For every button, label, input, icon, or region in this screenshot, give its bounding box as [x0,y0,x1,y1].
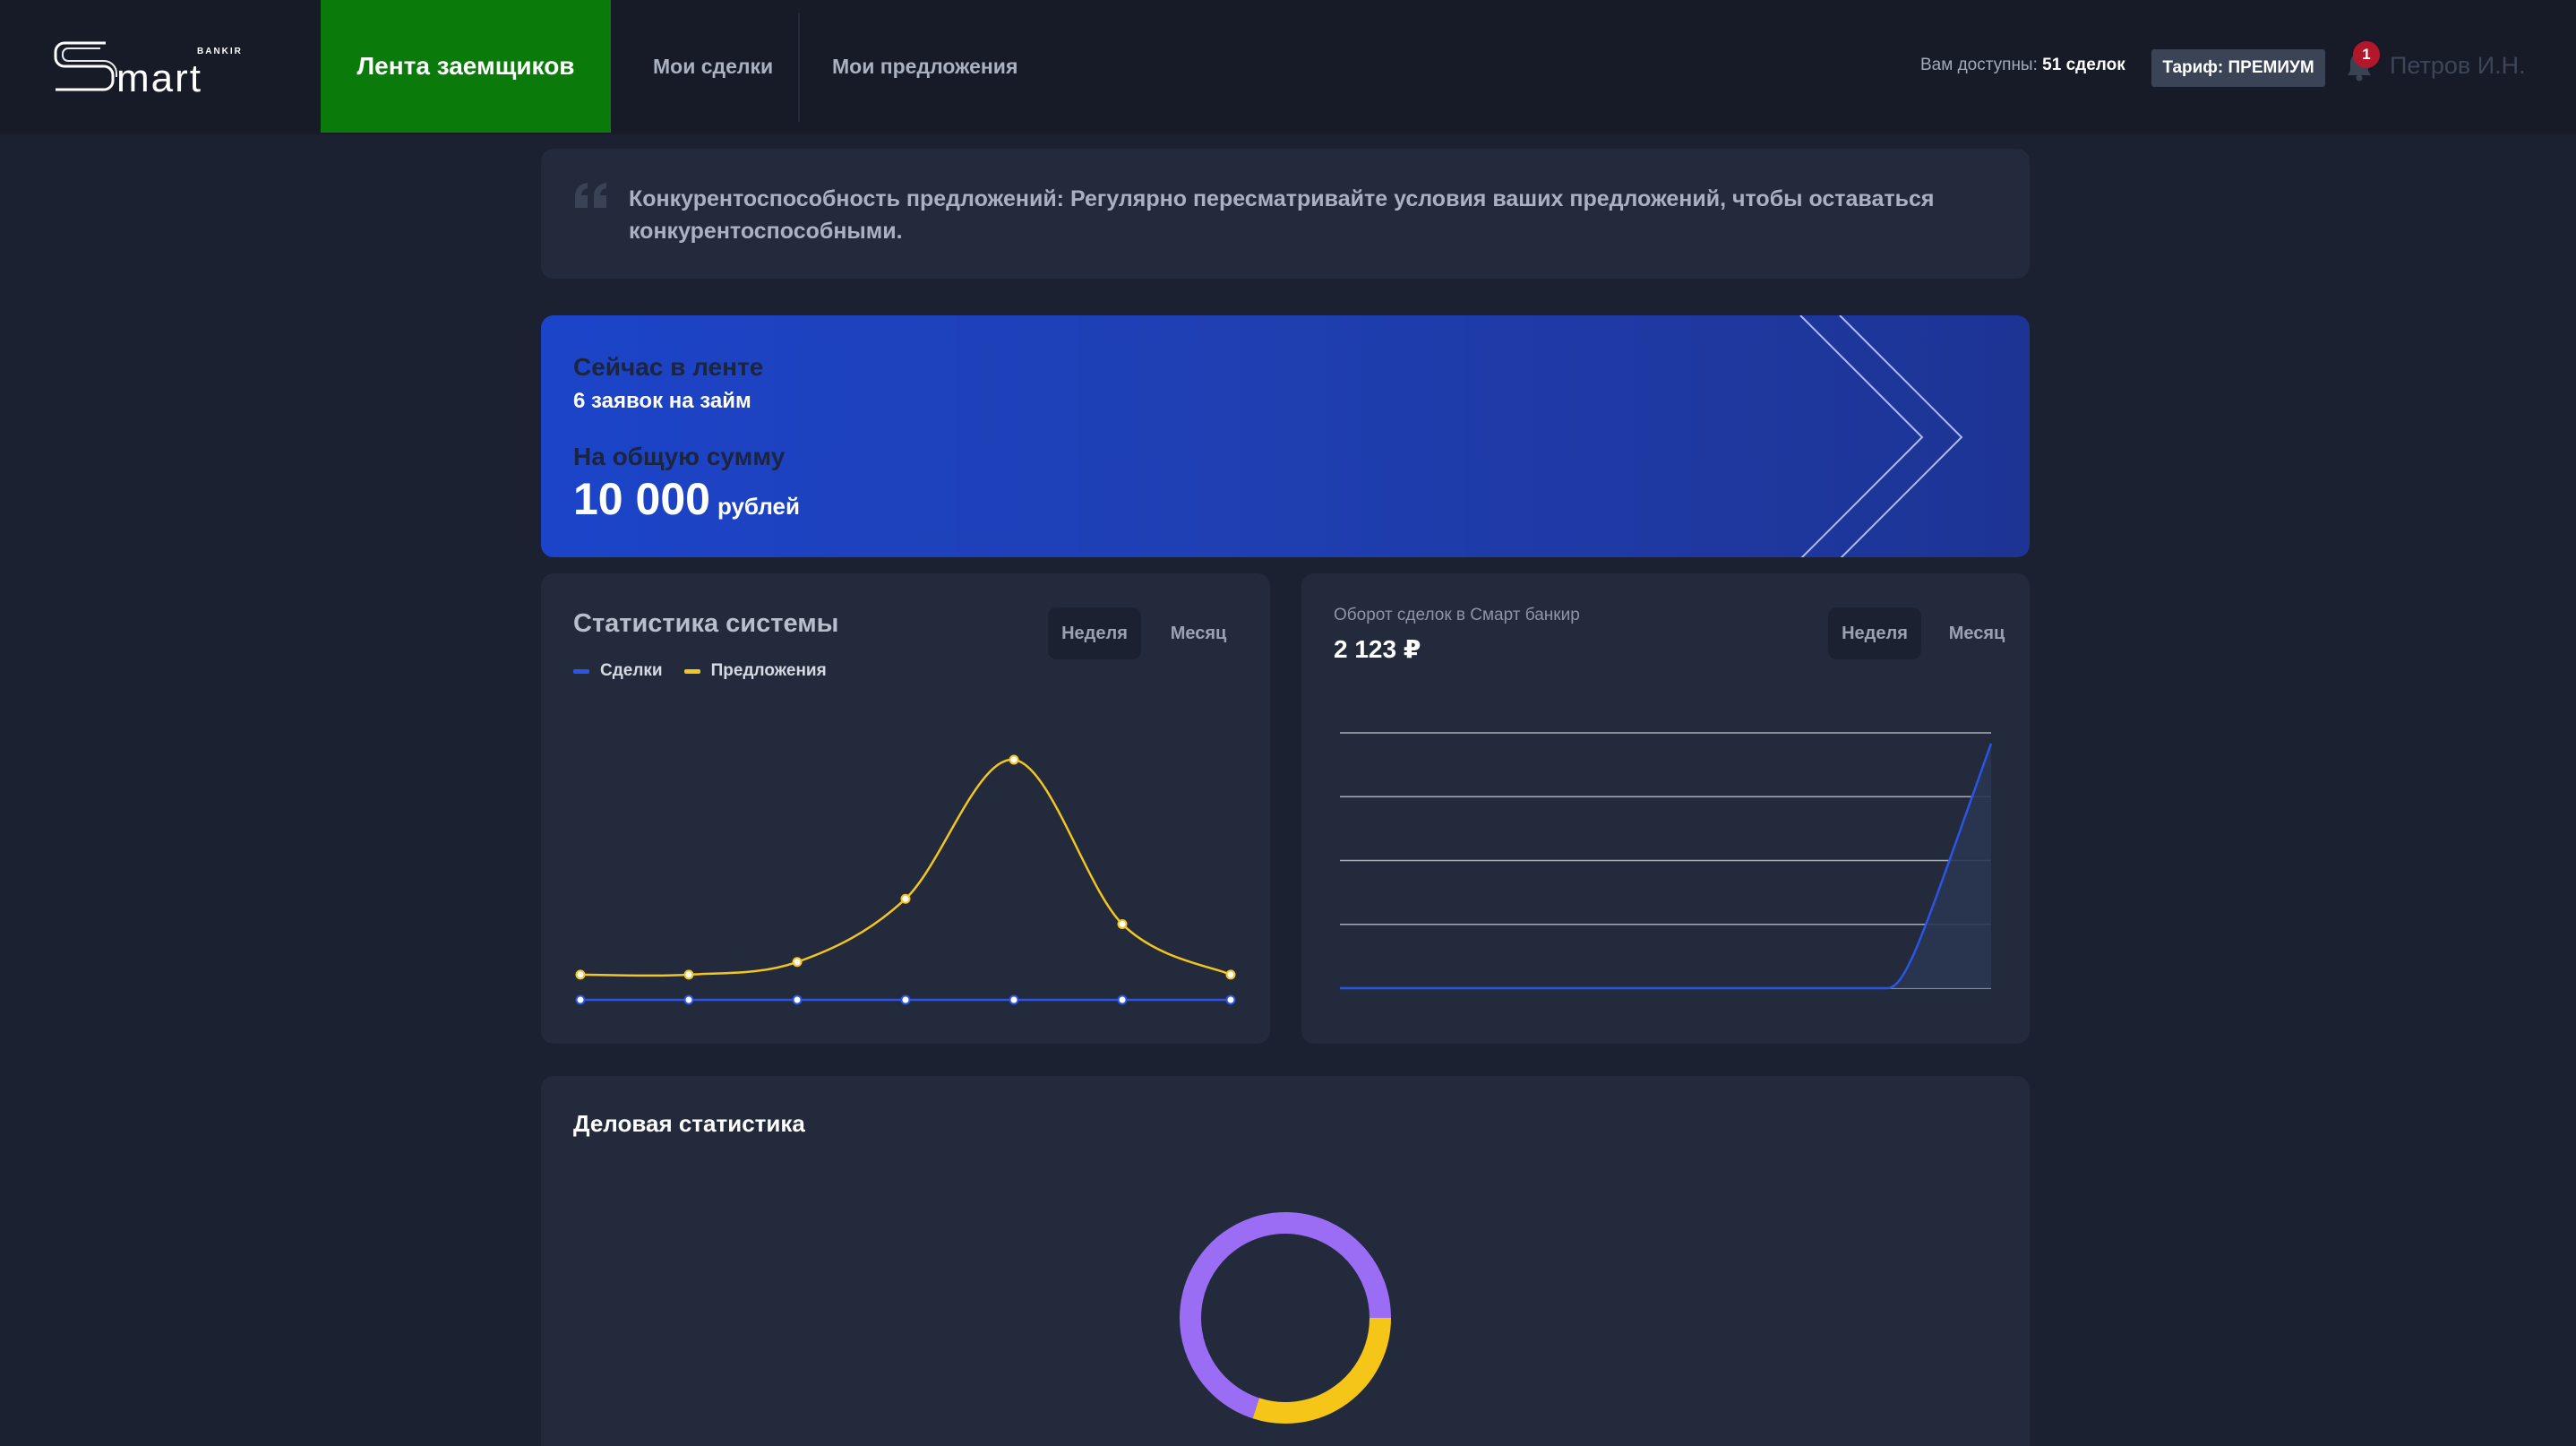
top-navbar: mart BANKIR Лента заемщиков Мои сделки М… [0,0,2576,134]
feed-summary-banner: Сейчас в ленте 6 заявок на займ На общую… [541,315,2030,557]
turnover-card: Оборот сделок в Смарт банкир 2 123 ₽ Нед… [1301,573,2030,1044]
stats-period-week-button[interactable]: Неделя [1048,607,1141,659]
turnover-area-chart [1340,732,1993,990]
donut-slice-yellow [1252,1317,1391,1424]
business-stats-card: Деловая статистика [541,1076,2030,1446]
turnover-line [1340,743,1993,990]
amount-value: 10 000 [573,474,710,524]
user-name-text: Петров И.Н. [2390,52,2526,79]
data-point-offers-5 [1117,918,1128,929]
now-in-feed-label: Сейчас в ленте [573,353,764,381]
notification-count: 1 [2362,46,2371,63]
tariff-label: Тариф: ПРЕМИУМ [2162,58,2314,77]
turnover-label: Оборот сделок в Смарт банкир [1334,606,1580,624]
stats-period-month-button[interactable]: Месяц [1155,607,1241,659]
nav-tab-my-deals[interactable]: Мои сделки [653,0,773,133]
nav-tab-label: Мои предложения [832,54,1018,78]
stats-legend: Сделки Предложения [573,661,848,681]
system-stats-card: Статистика системы Неделя Месяц Сделки П… [541,573,1270,1044]
data-point-deals-5 [1117,994,1128,1005]
tip-text: Конкурентоспособность предложений: Регул… [629,186,1935,244]
nav-tab-label: Мои сделки [653,54,774,78]
system-stats-title: Статистика системы [573,609,839,638]
donut-slice-purple [1180,1212,1391,1419]
data-point-offers-2 [792,957,803,968]
data-point-deals-3 [900,994,911,1005]
nav-tab-my-offers[interactable]: Мои предложения [832,0,1018,133]
period-label: Месяц [1948,623,2005,643]
period-label: Неделя [1061,623,1128,643]
legend-label: Предложения [710,661,827,680]
business-stats-title: Деловая статистика [573,1110,805,1137]
legend-swatch-deals [573,668,589,674]
turnover-area-fill [1340,744,1991,988]
data-point-offers-3 [900,893,911,904]
total-amount: 10 000 рублей [573,473,800,525]
tip-card: Конкурентоспособность предложений: Регул… [541,149,2030,279]
legend-label: Сделки [600,661,663,680]
data-point-deals-6 [1225,994,1236,1005]
turnover-value: 2 123 ₽ [1334,635,1421,663]
series-line-offers [580,758,1232,977]
data-point-deals-1 [683,994,694,1005]
business-stats-donut-chart [1180,1212,1391,1424]
system-stats-line-chart [575,754,1236,1005]
smart-bankir-logo[interactable]: mart BANKIR [52,36,258,100]
turnover-period-week-button[interactable]: Неделя [1828,607,1921,659]
data-point-deals-2 [792,994,803,1005]
chevron-decoration-icon [1799,315,1963,557]
legend-item-offers[interactable]: Предложения [683,661,827,681]
legend-item-deals[interactable]: Сделки [573,661,663,681]
nav-tab-borrowers-feed[interactable]: Лента заемщиков [321,0,611,133]
legend-swatch-offers [683,668,700,674]
period-label: Неделя [1842,623,1908,643]
data-point-offers-6 [1225,969,1236,980]
svg-text:mart: mart [116,56,202,100]
data-point-offers-4 [1009,754,1019,765]
available-deals: Вам доступны: 51 сделок [1920,56,2125,75]
amount-currency: рублей [717,493,800,520]
quote-icon [575,183,606,208]
data-point-deals-4 [1009,994,1019,1005]
user-name[interactable]: Петров И.Н. [2390,52,2526,80]
available-label: Вам доступны: [1920,56,2038,74]
total-sum-label: На общую сумму [573,443,786,470]
nav-tab-label: Лента заемщиков [356,52,575,80]
turnover-period-month-button[interactable]: Месяц [1934,607,2020,659]
available-value: 51 сделок [2042,56,2125,74]
tariff-button[interactable]: Тариф: ПРЕМИУМ [2151,49,2325,87]
data-point-deals-0 [575,994,586,1005]
notification-badge: 1 [2353,41,2380,68]
nav-divider [798,13,800,122]
data-point-offers-1 [683,969,694,980]
svg-text:BANKIR: BANKIR [197,47,243,56]
period-label: Месяц [1170,623,1227,643]
data-point-offers-0 [575,969,586,980]
requests-count: 6 заявок на займ [573,389,751,413]
